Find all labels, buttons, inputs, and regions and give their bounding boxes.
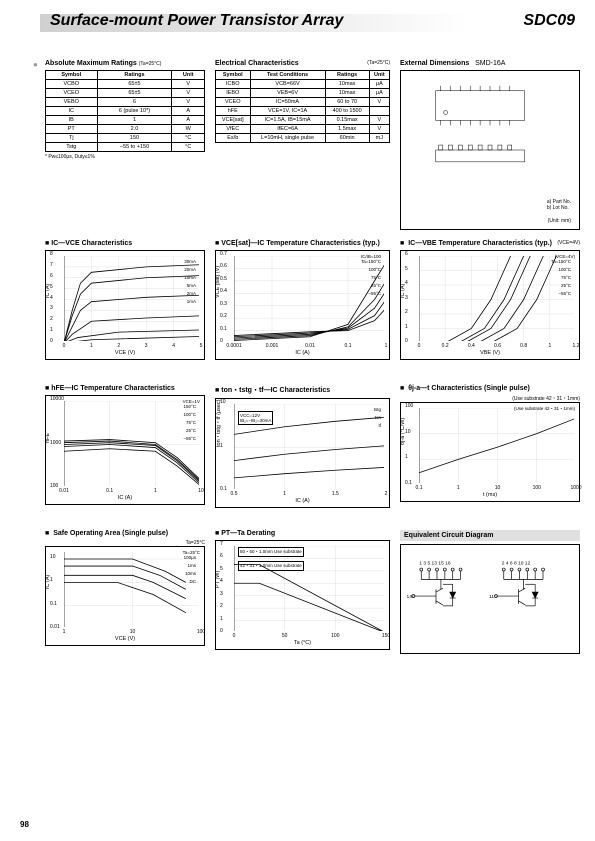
elec-char-section: Electrical Characteristics (Ta=25°C) Sym… — [215, 60, 390, 230]
chart-pt-ta: PT—Ta Derating Ta (°C)PT (W)050100150012… — [215, 530, 390, 665]
ext-dims-title: External Dimensions — [400, 60, 469, 67]
elec-char-title: Electrical Characteristics — [215, 60, 299, 67]
chart-soa: Safe Operating Area (Single pulse) Ta=25… — [45, 530, 205, 665]
abs-max-note: * Pw≤100μs, Duty≤1% — [45, 154, 205, 160]
svg-text:1 3 5 13 15 16: 1 3 5 13 15 16 — [419, 561, 451, 567]
circuit-diagram: 1 3 5 13 15 16 — [400, 544, 580, 654]
chart-theta-ja: θj-a—t Characteristics (Single pulse) (U… — [400, 385, 580, 520]
chart-ic-vce-title: IC—VCE Characteristics — [45, 240, 205, 247]
chart-ton-title: ton・tstg・tf—IC Characteristics — [215, 385, 390, 395]
circuit-title: Equivalent Circuit Diagram — [400, 530, 580, 541]
dims-unit: (Unit: mm) — [548, 218, 571, 224]
chart-theta-title: θj-a—t Characteristics (Single pulse) — [408, 385, 530, 392]
elec-char-table: SymbolTest ConditionsRatingsUnit ICBOVCB… — [215, 70, 390, 143]
dims-note-b: b) Lot No. — [547, 205, 571, 211]
chart-ic-vbe: IC—VBE Temperature Characteristics (typ.… — [400, 240, 580, 375]
dims-drawing: a) Part No. b) Lot No. (Unit: mm) — [400, 70, 580, 230]
circuit-section: Equivalent Circuit Diagram 1 3 5 13 15 1… — [400, 530, 580, 665]
abs-max-cond: (Ta=25°C) — [139, 61, 162, 67]
part-number: SDC09 — [523, 12, 575, 30]
chart-soa-title: Safe Operating Area (Single pulse) — [53, 530, 168, 537]
abs-max-table: SymbolRatingsUnit VCBO65±5VVCEO65±5VVEBO… — [45, 70, 205, 152]
chart-ic-vbe-title: IC—VBE Temperature Characteristics (typ.… — [408, 240, 552, 247]
page-number: 98 — [20, 820, 29, 829]
chart-hfe-ic-title: hFE—IC Temperature Characteristics — [45, 385, 205, 392]
svg-text:14○: 14○ — [407, 594, 415, 600]
elec-char-cond: (Ta=25°C) — [367, 60, 390, 66]
page-title: Surface-mount Power Transistor Array — [50, 12, 343, 29]
chart-hfe-ic: hFE—IC Temperature Characteristics IC (A… — [45, 385, 205, 520]
ext-dims-section: External Dimensions SMD-16A — [400, 60, 580, 230]
chart-theta-note: (Use substrate 42・31・1mm) — [400, 395, 580, 402]
package-name: SMD-16A — [475, 60, 505, 67]
chart-ic-vce: IC—VCE Characteristics VCE (V)IC (A)0123… — [45, 240, 205, 375]
abs-max-section: Absolute Maximum Ratings (Ta=25°C) Symbo… — [45, 60, 205, 230]
chart-vce-sat-title: VCE[sat]—IC Temperature Characteristics … — [215, 240, 390, 247]
chart-pt-ta-title: PT—Ta Derating — [215, 530, 390, 537]
chart-ic-vbe-note: (VCE=4V) — [557, 240, 580, 246]
svg-text:2 4 6 8 10 12: 2 4 6 8 10 12 — [502, 561, 531, 567]
chart-vce-sat: VCE[sat]—IC Temperature Characteristics … — [215, 240, 390, 375]
chart-ton-tstg: ton・tstg・tf—IC Characteristics IC (A)ton… — [215, 385, 390, 520]
svg-text:11○: 11○ — [489, 594, 497, 600]
abs-max-title: Absolute Maximum Ratings — [45, 60, 137, 67]
